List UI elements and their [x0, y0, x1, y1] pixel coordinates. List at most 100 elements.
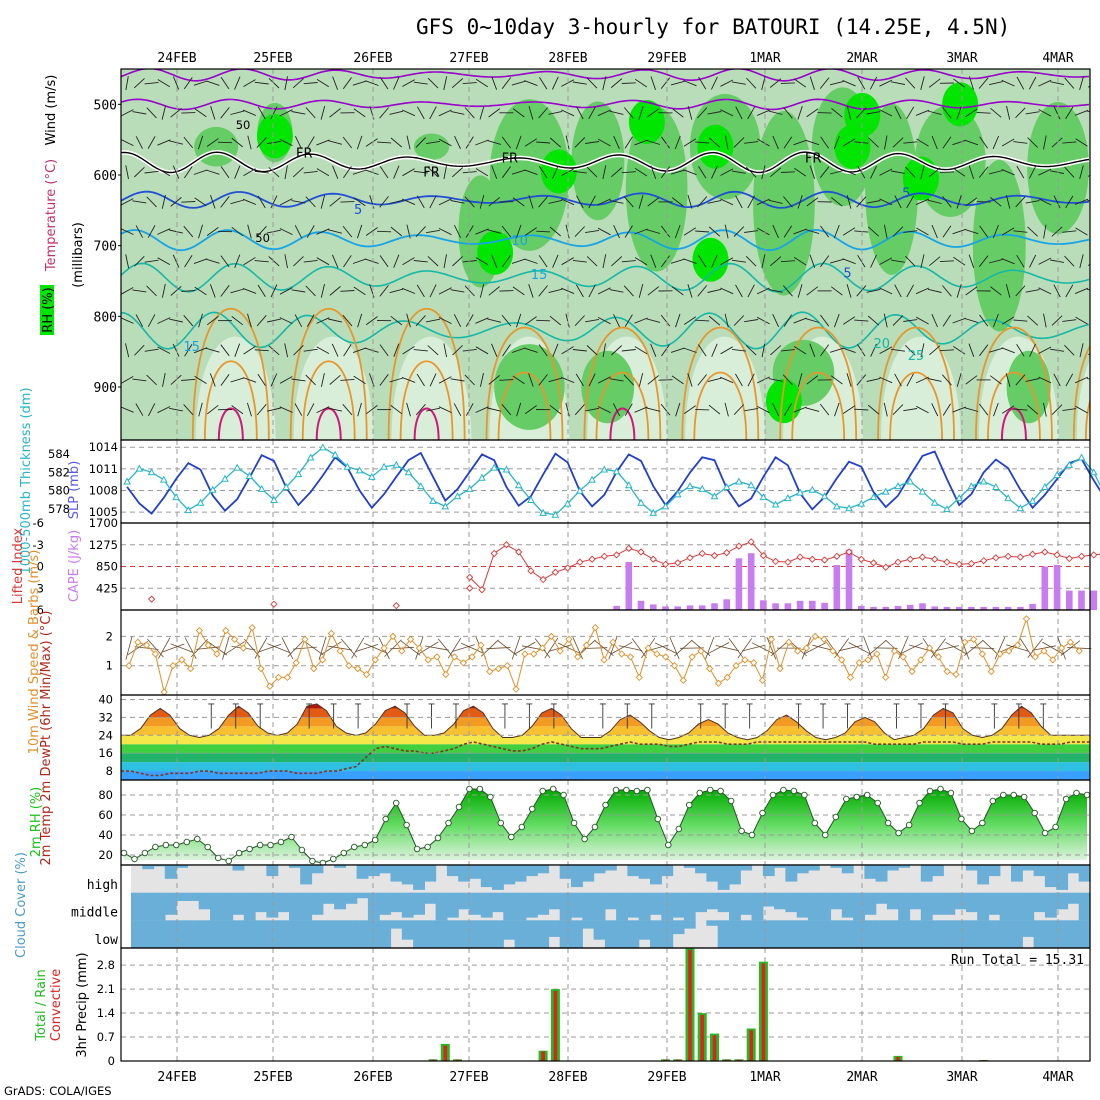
wind-barb: [181, 289, 196, 292]
cloud-low-bar: [751, 920, 764, 948]
wind-barb: [868, 137, 879, 148]
thickness-point: [820, 492, 829, 500]
thickness-point: [967, 482, 976, 490]
temp2m-ytick: 8: [106, 764, 113, 778]
wind-barb: [343, 255, 352, 268]
li-point: [649, 555, 657, 563]
cloud-level-label: high: [87, 878, 118, 893]
temp2m-line: [121, 703, 1090, 741]
wind-barb: [416, 195, 425, 209]
cape-bar: [711, 603, 718, 610]
wind-barb: [475, 168, 489, 177]
wind10m-point: [961, 638, 969, 646]
wind-barb: [842, 316, 856, 325]
wind-barb: [464, 285, 475, 297]
wind-barb: [820, 136, 829, 149]
thickness-point: [759, 493, 768, 501]
wind-barb: [747, 284, 755, 298]
wind-barb: [426, 318, 440, 323]
wind-barb: [243, 168, 256, 177]
cape-bar: [686, 605, 694, 610]
wind-barb: [231, 137, 243, 148]
wind-barb: [927, 378, 942, 382]
wind-barb: [670, 258, 685, 264]
wind-barb: [528, 373, 534, 387]
wind-barb: [879, 257, 893, 265]
wind10m-point: [354, 664, 362, 673]
wind-barb: [1079, 76, 1084, 91]
wind10m-point: [486, 667, 494, 676]
wind10m-point: [855, 659, 863, 667]
precip-convective-bar: [541, 1051, 545, 1061]
rh2m-point: [549, 785, 557, 793]
wind-barb: [161, 194, 166, 209]
cloud-high-bar: [762, 865, 775, 877]
wind-barb: [528, 284, 534, 298]
wind-barb: [125, 165, 129, 180]
wind10m-barb: [417, 641, 439, 655]
wind-barb: [638, 283, 644, 298]
cloud-high-bar: [514, 865, 527, 882]
thickness-point: [1065, 460, 1074, 468]
cloud-low-bar: [480, 920, 493, 948]
wind10m-point: [802, 644, 811, 652]
rh2m-point: [1010, 791, 1017, 799]
thickness-point: [735, 477, 743, 485]
wind-barb: [820, 255, 830, 268]
wind-barb: [548, 288, 563, 294]
wind10m-point: [248, 623, 256, 632]
temp2m-ytick: 24: [98, 728, 113, 742]
wind-barb: [157, 139, 171, 146]
wind-barb: [254, 349, 269, 352]
cloud-high-bar: [356, 865, 369, 879]
wind10m-barb: [572, 636, 583, 660]
cloud-high-bar: [638, 865, 651, 879]
rh2m-point: [801, 791, 808, 799]
rh2m-point: [194, 835, 201, 843]
rh-saturated-patch: [256, 114, 293, 159]
wind-barb: [1074, 109, 1089, 116]
wind-barb: [365, 227, 378, 236]
li-point: [1004, 552, 1012, 560]
wind-barb: [268, 345, 280, 356]
wind-barb: [256, 225, 267, 238]
thickness-point: [245, 471, 254, 479]
wind-barb: [146, 107, 157, 119]
wind-barb: [817, 112, 832, 114]
wind-barb: [193, 80, 208, 86]
wind-barb: [538, 344, 548, 357]
temp-band: [121, 703, 1090, 709]
wind-barb: [220, 374, 230, 386]
wind10m-barb: [514, 641, 536, 655]
wind-barb: [756, 316, 770, 325]
wind-barb: [1015, 107, 1026, 119]
wind-barb: [744, 407, 759, 412]
wind-barb: [683, 138, 697, 147]
wind-barb: [511, 169, 526, 175]
wind-barb: [572, 81, 587, 85]
wind10m-barb: [804, 642, 827, 654]
thickness-point: [955, 494, 964, 502]
wind-barb: [294, 225, 303, 239]
wind-barb: [379, 77, 389, 90]
wind-barb: [597, 227, 611, 236]
cloud-middle-bar: [153, 892, 166, 921]
cloud-low-bar: [841, 920, 854, 948]
wind-barb: [856, 196, 867, 208]
wind-barb: [1051, 404, 1063, 415]
precip-convective-bar: [724, 1059, 729, 1061]
cape-bar: [625, 561, 633, 610]
wind-barb: [745, 255, 757, 267]
cloud-low-bar: [1078, 920, 1091, 948]
rh-saturated-patch: [477, 230, 514, 275]
wind-barb: [942, 196, 952, 208]
cloud-middle-bar: [492, 892, 504, 913]
wind-barb: [770, 256, 782, 267]
wind-barb: [572, 170, 587, 174]
cloud-low-bar: [255, 920, 267, 948]
wind-barb: [146, 285, 157, 297]
wind-barb: [870, 254, 877, 268]
wind-barb: [783, 136, 793, 149]
wind-barb: [184, 255, 193, 268]
